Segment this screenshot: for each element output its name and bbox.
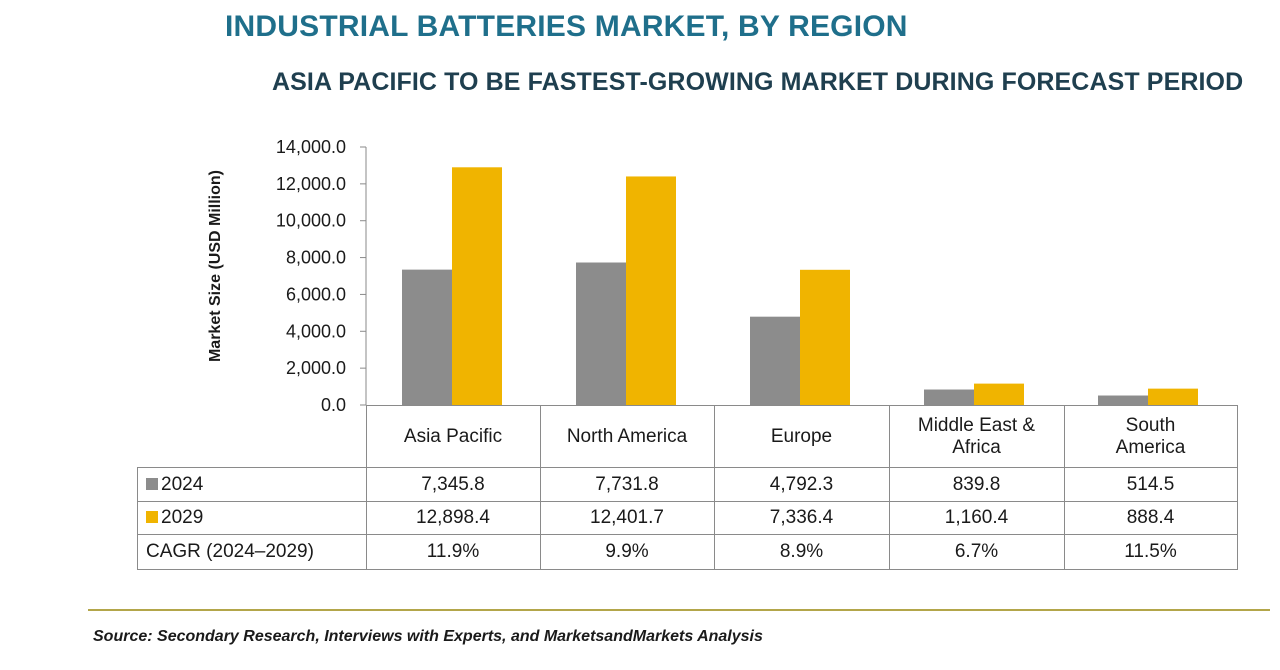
table-category-cell: Europe	[713, 405, 890, 468]
table-cagr-cell: 8.9%	[713, 534, 890, 570]
table-cagr-cell: 6.7%	[888, 534, 1065, 570]
table-category-cell: Asia Pacific	[365, 405, 541, 468]
table-row-cagr: CAGR (2024–2029) 11.9% 9.9% 8.9% 6.7% 11…	[137, 534, 1238, 570]
table-cagr-cell: 11.5%	[1063, 534, 1238, 570]
bar-2029-2	[800, 269, 850, 405]
footer-divider	[88, 609, 1270, 611]
cagr-label: CAGR (2024–2029)	[137, 534, 367, 570]
table-value-cell: 839.8	[888, 467, 1065, 502]
table-value-cell: 514.5	[1063, 467, 1238, 502]
y-tick-label: 6,000.0	[286, 284, 346, 304]
data-table: Asia Pacific North America Europe Middle…	[137, 405, 1238, 570]
bar-2029-4	[1148, 388, 1198, 405]
table-value-cell: 7,731.8	[539, 467, 715, 502]
source-note: Source: Secondary Research, Interviews w…	[93, 628, 763, 645]
table-category-cell: North America	[539, 405, 715, 468]
table-corner	[137, 405, 367, 468]
y-tick-label: 2,000.0	[286, 358, 346, 378]
table-value-cell: 888.4	[1063, 501, 1238, 535]
chart-subtitle: ASIA PACIFIC TO BE FASTEST-GROWING MARKE…	[272, 68, 1244, 96]
table-category-cell: South America	[1063, 405, 1238, 468]
legend-swatch-2029	[146, 511, 158, 523]
y-tick-label: 14,000.0	[276, 137, 346, 157]
table-cagr-cell: 9.9%	[539, 534, 715, 570]
chart-title: INDUSTRIAL BATTERIES MARKET, BY REGION	[225, 10, 908, 43]
table-value-cell: 1,160.4	[888, 501, 1065, 535]
y-tick-label: 12,000.0	[276, 174, 346, 194]
bar-2024-2	[750, 316, 800, 405]
legend-entry-2024: 2024	[137, 467, 367, 502]
y-tick-label: 10,000.0	[276, 211, 346, 231]
table-category-cell: Middle East & Africa	[888, 405, 1065, 468]
y-tick-label: 4,000.0	[286, 321, 346, 341]
bars	[402, 167, 1198, 405]
bar-2024-0	[402, 269, 452, 405]
y-axis: 0.02,000.04,000.06,000.08,000.010,000.01…	[276, 137, 367, 415]
table-cagr-cell: 11.9%	[365, 534, 541, 570]
table-value-cell: 12,898.4	[365, 501, 541, 535]
table-value-cell: 7,345.8	[365, 467, 541, 502]
bar-2029-1	[626, 176, 676, 405]
y-axis-label: Market Size (USD Million)	[207, 170, 224, 362]
table-row-2024: 2024 7,345.8 7,731.8 4,792.3 839.8 514.5	[137, 467, 1238, 502]
table-value-cell: 12,401.7	[539, 501, 715, 535]
y-tick-label: 8,000.0	[286, 248, 346, 268]
legend-swatch-2024	[146, 477, 158, 490]
table-value-cell: 4,792.3	[713, 467, 890, 502]
bar-chart: 0.02,000.04,000.06,000.08,000.010,000.01…	[207, 137, 1198, 415]
legend-entry-2029: 2029	[137, 501, 367, 535]
table-row-2029: 2029 12,898.4 12,401.7 7,336.4 1,160.4 8…	[137, 501, 1238, 535]
bar-2029-0	[452, 167, 502, 405]
table-value-cell: 7,336.4	[713, 501, 890, 535]
table-header-row: Asia Pacific North America Europe Middle…	[137, 405, 1238, 468]
bar-2024-4	[1098, 395, 1148, 405]
bar-2024-3	[924, 389, 974, 405]
bar-2029-3	[974, 383, 1024, 405]
bar-2024-1	[576, 262, 626, 405]
